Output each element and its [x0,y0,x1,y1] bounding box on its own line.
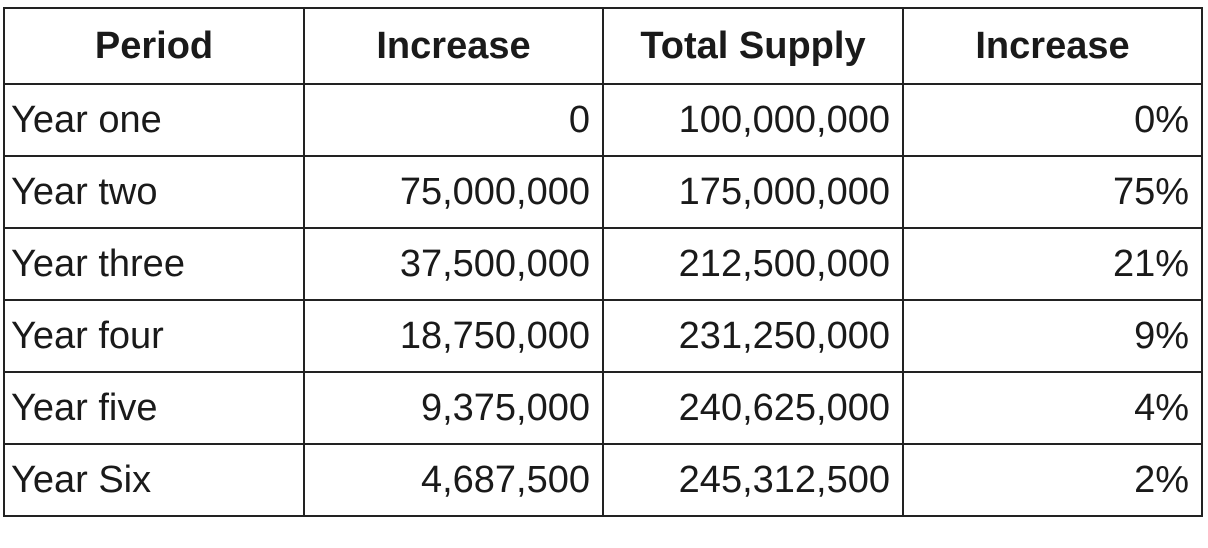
header-increase: Increase [303,7,604,85]
total-supply-cell: 100,000,000 [602,83,904,157]
table-body: Year one 0 100,000,000 0% Year two 75,00… [3,83,1203,517]
total-supply-cell: 245,312,500 [602,443,904,517]
supply-table: Period Increase Total Supply Increase Ye… [3,7,1203,517]
period-cell: Year five [3,371,305,445]
total-supply-cell: 231,250,000 [602,299,904,373]
table-row: Year Six 4,687,500 245,312,500 2% [3,443,1203,517]
increase-cell: 18,750,000 [303,299,604,373]
period-cell: Year Six [3,443,305,517]
increase-percent-cell: 75% [902,155,1203,229]
period-cell: Year two [3,155,305,229]
table-row: Year four 18,750,000 231,250,000 9% [3,299,1203,373]
increase-percent-cell: 4% [902,371,1203,445]
table-row: Year two 75,000,000 175,000,000 75% [3,155,1203,229]
table-row: Year five 9,375,000 240,625,000 4% [3,371,1203,445]
header-total-supply: Total Supply [602,7,904,85]
increase-percent-cell: 0% [902,83,1203,157]
period-cell: Year one [3,83,305,157]
increase-percent-cell: 2% [902,443,1203,517]
increase-percent-cell: 9% [902,299,1203,373]
table-header: Period Increase Total Supply Increase [3,7,1203,85]
increase-cell: 37,500,000 [303,227,604,301]
header-row: Period Increase Total Supply Increase [3,7,1203,85]
table-row: Year three 37,500,000 212,500,000 21% [3,227,1203,301]
increase-cell: 4,687,500 [303,443,604,517]
period-cell: Year four [3,299,305,373]
table-row: Year one 0 100,000,000 0% [3,83,1203,157]
total-supply-cell: 240,625,000 [602,371,904,445]
period-cell: Year three [3,227,305,301]
increase-cell: 0 [303,83,604,157]
increase-cell: 9,375,000 [303,371,604,445]
total-supply-cell: 175,000,000 [602,155,904,229]
header-increase-percent: Increase [902,7,1203,85]
increase-cell: 75,000,000 [303,155,604,229]
increase-percent-cell: 21% [902,227,1203,301]
total-supply-cell: 212,500,000 [602,227,904,301]
header-period: Period [3,7,305,85]
